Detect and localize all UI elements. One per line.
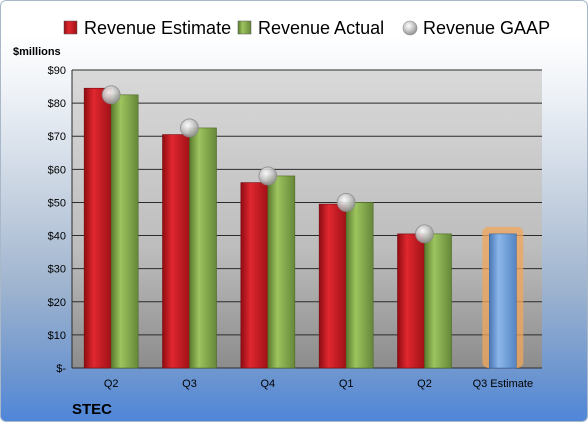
bar-revenue-estimate [240, 182, 269, 369]
gridlines [71, 69, 542, 369]
bar-revenue-actual [424, 233, 452, 369]
chart-legend: Revenue Estimate Revenue Actual Revenue GA… [63, 18, 550, 38]
bar-revenue-estimate [397, 233, 425, 369]
bar-revenue-actual [267, 175, 296, 369]
marker-revenue-gaap [415, 224, 434, 244]
x-axis-ticks: Q2 Q3 Q4 Q1 Q2 Q3 Estimate [104, 378, 533, 390]
x-tick-label: Q3 Estimate [473, 378, 534, 390]
legend-swatch [237, 20, 252, 35]
y-tick-label: $50 [48, 197, 66, 209]
y-tick-label: $70 [48, 131, 66, 143]
plot-area [72, 70, 542, 368]
legend-label: Revenue GAAP [423, 18, 550, 38]
legend-label: Revenue Estimate [84, 18, 231, 38]
x-tick-label: Q3 [182, 378, 197, 390]
x-tick-label: Q1 [339, 378, 354, 390]
y-tick-label: $90 [48, 65, 66, 77]
y-tick-label: $10 [48, 330, 66, 342]
marker-revenue-gaap [258, 166, 278, 186]
x-tick-label: Q4 [260, 378, 275, 390]
x-tick-label: Q2 [104, 378, 119, 390]
bar-revenue-estimate [318, 203, 347, 369]
bar-projected-estimate [489, 233, 517, 369]
y-axis-label: $millions [13, 46, 61, 58]
marker-revenue-gaap [180, 118, 199, 138]
gaap-markers [101, 85, 434, 244]
y-tick-label: $40 [48, 231, 66, 243]
bar-revenue-estimate [162, 134, 190, 369]
y-axis-ticks: $- $10 $20 $30 $40 $50 $60 $70 $80 $90 [48, 65, 67, 375]
bar-revenue-actual [345, 202, 374, 369]
y-tick-label: $30 [48, 264, 66, 276]
bar-revenue-estimate [83, 87, 112, 369]
bars [83, 87, 524, 369]
legend-label: Revenue Actual [258, 18, 384, 38]
y-tick-label: $60 [48, 164, 66, 176]
bar-revenue-actual [189, 127, 217, 369]
x-tick-label: Q2 [417, 378, 432, 390]
legend-swatch [402, 20, 418, 36]
marker-revenue-gaap [101, 85, 121, 105]
legend-swatch [63, 20, 78, 35]
y-tick-label: $80 [48, 98, 66, 110]
company-ticker: STEC [72, 401, 112, 418]
marker-revenue-gaap [336, 193, 356, 212]
y-tick-label: $20 [48, 297, 66, 309]
y-tick-label: $- [56, 363, 66, 375]
bar-revenue-actual [110, 94, 139, 369]
